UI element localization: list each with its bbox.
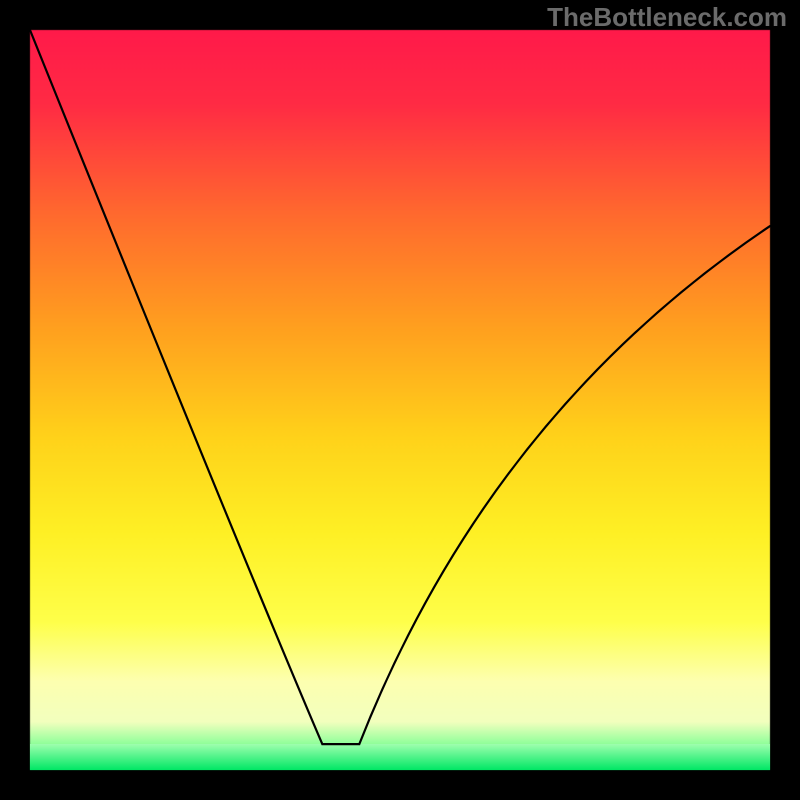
green-band: [30, 744, 770, 770]
watermark-text: TheBottleneck.com: [547, 2, 787, 33]
gradient-background: [0, 0, 800, 800]
